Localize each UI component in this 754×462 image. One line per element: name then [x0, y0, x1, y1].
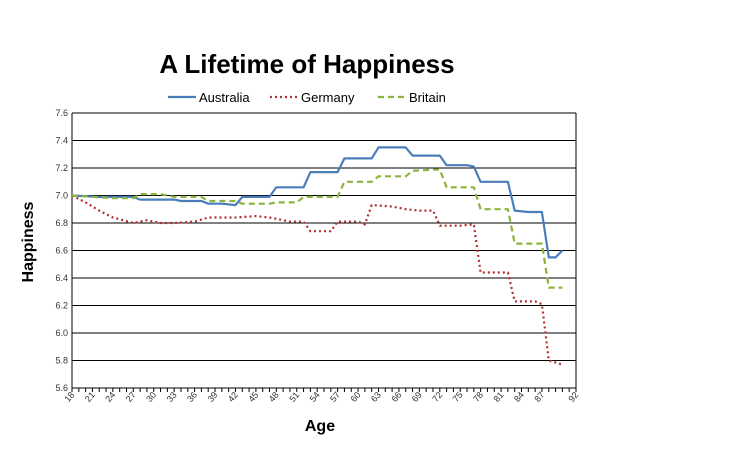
x-tick-label: 69 — [410, 390, 424, 404]
x-tick-label: 18 — [62, 390, 76, 404]
y-tick-label: 5.6 — [55, 383, 68, 393]
x-tick-label: 48 — [267, 390, 281, 404]
y-tick-label: 7.6 — [55, 108, 68, 118]
x-tick-label: 54 — [308, 390, 322, 404]
legend-label-australia: Australia — [199, 90, 250, 105]
legend-label-britain: Britain — [409, 90, 446, 105]
series-line-germany — [71, 194, 563, 366]
y-tick-label: 6.4 — [55, 273, 68, 283]
x-tick-label: 33 — [165, 390, 179, 404]
series-lines — [71, 146, 564, 366]
grid — [71, 112, 577, 389]
x-tick-label: 75 — [451, 390, 465, 404]
y-tick-label: 7.2 — [55, 163, 68, 173]
y-tick-label: 7.4 — [55, 136, 68, 146]
x-tick-label: 92 — [566, 390, 580, 404]
x-tick-label: 72 — [430, 390, 444, 404]
x-tick-label: 63 — [369, 390, 383, 404]
x-tick-label: 84 — [512, 390, 526, 404]
x-tick-label: 78 — [471, 390, 485, 404]
x-tick-label: 60 — [348, 390, 362, 404]
y-tick-label: 6.6 — [55, 246, 68, 256]
legend-label-germany: Germany — [301, 90, 355, 105]
x-tick-label: 30 — [144, 390, 158, 404]
y-tick-label: 6.0 — [55, 328, 68, 338]
y-tick-label: 7.0 — [55, 191, 68, 201]
x-tick-label: 27 — [124, 390, 138, 404]
y-axis-ticks: 5.6 5.8 6.0 6.2 6.4 6.6 6.8 7.0 7.2 7.4 7.6 — [55, 108, 68, 393]
chart-title: A Lifetime of Happiness — [159, 49, 454, 79]
x-tick-label: 24 — [103, 390, 117, 404]
x-tick-label: 42 — [226, 390, 240, 404]
x-axis-ticks: 18 21 24 27 30 33 36 39 42 45 48 51 54 57 60 63 66 69 72 75… — [62, 388, 581, 404]
y-tick-label: 5.8 — [55, 356, 68, 366]
x-tick-label: 21 — [83, 390, 97, 404]
x-tick-label: 87 — [532, 390, 546, 404]
x-axis-title: Age — [305, 418, 335, 435]
x-tick-label: 81 — [492, 390, 506, 404]
series-line-britain — [71, 168, 563, 289]
x-tick-label: 36 — [185, 390, 199, 404]
y-tick-label: 6.8 — [55, 218, 68, 228]
x-tick-label: 66 — [389, 390, 403, 404]
x-tick-label: 45 — [246, 390, 260, 404]
y-axis-title: Happiness — [20, 201, 37, 282]
legend: Australia Germany Britain — [168, 90, 446, 105]
series-line-australia — [71, 146, 564, 259]
x-tick-label: 57 — [328, 390, 342, 404]
x-tick-label: 51 — [287, 390, 301, 404]
y-tick-label: 6.2 — [55, 301, 68, 311]
x-tick-label: 39 — [205, 390, 219, 404]
